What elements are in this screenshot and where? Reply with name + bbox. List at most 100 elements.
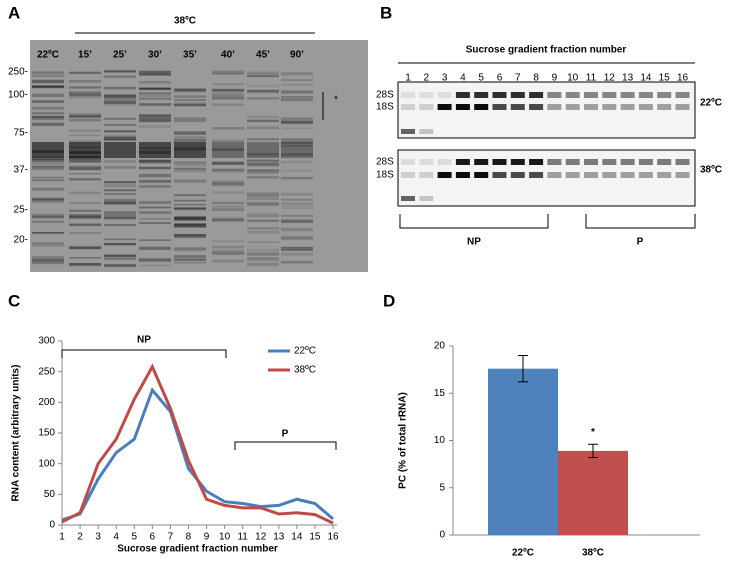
gel-band	[281, 120, 313, 124]
gel-band	[547, 159, 562, 165]
gel-band	[281, 198, 313, 201]
gel-band	[529, 159, 544, 165]
gel-band	[247, 152, 279, 156]
gel-band	[139, 114, 171, 117]
gel-band	[32, 198, 64, 201]
gel-band	[281, 119, 313, 123]
gel-band	[247, 201, 279, 205]
gel-band	[104, 254, 136, 257]
gel-band	[281, 142, 313, 158]
gel-band	[602, 92, 617, 98]
gel-band	[69, 86, 101, 89]
gel-band	[104, 214, 136, 218]
gel-band	[104, 181, 136, 183]
gel-band	[281, 176, 313, 180]
gel-band	[455, 104, 470, 110]
gel-band	[32, 201, 64, 203]
gel-band	[174, 255, 206, 259]
gel-band	[212, 139, 244, 143]
gel-band	[174, 223, 206, 228]
annotation: P	[282, 429, 289, 440]
gel-band	[104, 130, 136, 133]
gel-band	[174, 104, 206, 107]
gel-band	[638, 104, 653, 110]
gel-band	[247, 142, 279, 158]
gel-band	[247, 213, 279, 218]
annotation: *	[591, 427, 595, 438]
gel-band	[174, 117, 206, 120]
gel-band	[419, 129, 434, 134]
gel-band	[247, 241, 279, 244]
gel-band	[69, 214, 101, 218]
gel-band	[281, 247, 313, 251]
gel-band	[247, 162, 279, 165]
gel-band	[32, 157, 64, 160]
y-tick-label: 20	[434, 341, 446, 352]
bar	[488, 368, 558, 535]
gel-band	[104, 263, 136, 267]
gel-band	[139, 217, 171, 220]
gel-band	[104, 117, 136, 120]
gel-band	[69, 113, 101, 116]
gel-band	[657, 172, 672, 178]
gel-band	[139, 98, 171, 101]
error-bar	[588, 443, 598, 459]
gel-band	[32, 262, 64, 265]
x-tick-label: 1	[59, 532, 65, 543]
gel-band	[139, 73, 171, 76]
band-label: 18S	[376, 102, 394, 113]
gel-band	[139, 87, 171, 90]
gel-band	[212, 217, 244, 220]
gel-band	[281, 214, 313, 217]
fraction-label: 8	[533, 73, 539, 84]
gel-band	[281, 153, 313, 156]
bracket	[399, 214, 549, 229]
gel-band	[104, 135, 136, 139]
gel-band	[139, 116, 171, 120]
gel-band	[281, 138, 313, 142]
gel-band	[104, 123, 136, 126]
x-tick-label: 4	[113, 532, 119, 543]
gel-band	[174, 118, 206, 123]
gel-band	[212, 191, 244, 194]
gel-band	[281, 83, 313, 86]
gel-band	[174, 131, 206, 135]
gel-band	[212, 88, 244, 91]
gel-band	[247, 219, 279, 222]
lane-label: 40’	[221, 50, 235, 61]
gel-band	[32, 244, 64, 247]
gel-band	[247, 192, 279, 196]
gel-band	[281, 235, 313, 238]
lane-label: 35’	[183, 50, 197, 61]
gel-band	[212, 126, 244, 130]
gel-band	[492, 92, 507, 98]
gel-band	[602, 104, 617, 110]
gel-band	[69, 166, 101, 169]
gel-band	[32, 258, 64, 263]
gel-band	[32, 242, 64, 245]
gel-band	[657, 92, 672, 98]
gel-band	[510, 159, 525, 165]
size-marker: 75-	[14, 128, 28, 139]
size-marker: 20-	[14, 235, 28, 246]
gel-band	[69, 71, 101, 75]
gel-band	[584, 104, 598, 110]
gel-band	[104, 217, 136, 220]
lane-label: 25’	[113, 50, 127, 61]
gel-band	[32, 215, 64, 219]
gel-group-label: 38ºC	[174, 16, 196, 27]
gel-band	[139, 201, 171, 205]
gel-band	[529, 172, 544, 178]
gel-band	[281, 144, 313, 147]
gel-band	[281, 220, 313, 223]
gel-band	[212, 161, 244, 165]
size-marker: 37-	[14, 165, 28, 176]
gel-band	[281, 72, 313, 76]
gel-band	[281, 98, 313, 102]
gel-band	[32, 166, 64, 170]
x-tick-label: 14	[291, 532, 303, 543]
gel-band	[212, 142, 244, 158]
gel-band	[104, 257, 136, 260]
gel-band	[174, 261, 206, 264]
gel-band	[212, 169, 244, 173]
